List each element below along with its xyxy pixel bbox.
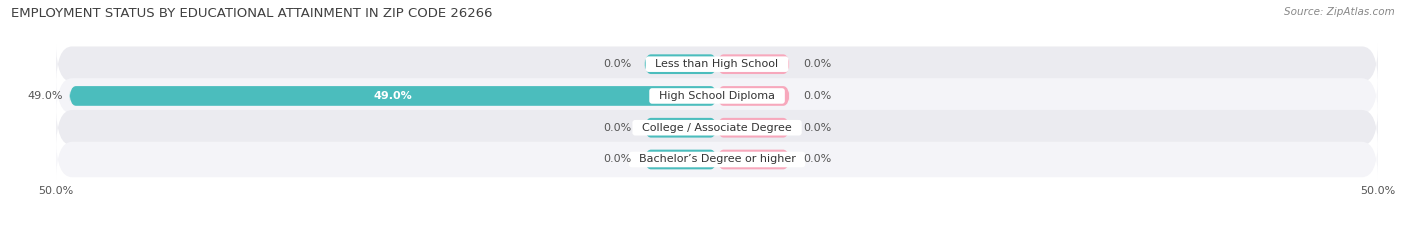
FancyBboxPatch shape	[56, 107, 1378, 148]
FancyBboxPatch shape	[56, 139, 1378, 180]
FancyBboxPatch shape	[717, 118, 790, 137]
Text: Source: ZipAtlas.com: Source: ZipAtlas.com	[1284, 7, 1395, 17]
Text: Less than High School: Less than High School	[648, 59, 786, 69]
FancyBboxPatch shape	[69, 86, 717, 106]
Text: 0.0%: 0.0%	[603, 123, 631, 133]
FancyBboxPatch shape	[56, 75, 1378, 116]
Text: 0.0%: 0.0%	[803, 154, 831, 164]
Text: 49.0%: 49.0%	[27, 91, 63, 101]
FancyBboxPatch shape	[717, 150, 790, 169]
Text: 49.0%: 49.0%	[374, 91, 412, 101]
FancyBboxPatch shape	[717, 54, 790, 74]
FancyBboxPatch shape	[644, 150, 717, 169]
Text: 0.0%: 0.0%	[603, 59, 631, 69]
FancyBboxPatch shape	[644, 118, 717, 137]
Text: 0.0%: 0.0%	[803, 91, 831, 101]
Text: 0.0%: 0.0%	[803, 123, 831, 133]
Text: Bachelor’s Degree or higher: Bachelor’s Degree or higher	[631, 154, 803, 164]
Text: 0.0%: 0.0%	[803, 59, 831, 69]
Text: EMPLOYMENT STATUS BY EDUCATIONAL ATTAINMENT IN ZIP CODE 26266: EMPLOYMENT STATUS BY EDUCATIONAL ATTAINM…	[11, 7, 492, 20]
Text: College / Associate Degree: College / Associate Degree	[636, 123, 799, 133]
FancyBboxPatch shape	[56, 44, 1378, 85]
FancyBboxPatch shape	[644, 54, 717, 74]
Text: High School Diploma: High School Diploma	[652, 91, 782, 101]
Text: 0.0%: 0.0%	[603, 154, 631, 164]
FancyBboxPatch shape	[717, 86, 790, 106]
